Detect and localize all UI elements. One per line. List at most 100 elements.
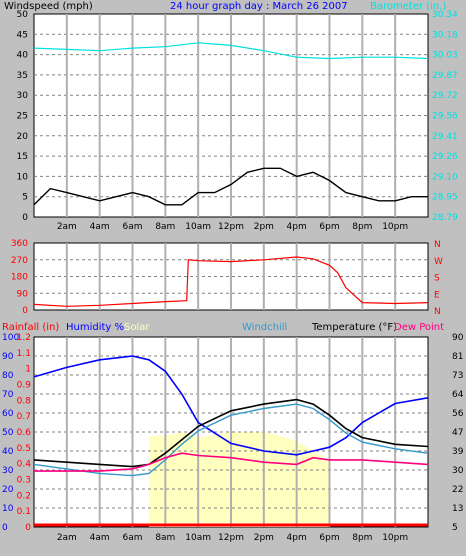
- temperature-tick: 73: [452, 371, 463, 381]
- barometer-tick: 29.56: [432, 112, 458, 122]
- direction-tick: 180: [11, 273, 28, 283]
- compass-label: W: [434, 257, 443, 267]
- direction-line: [33, 256, 429, 307]
- temperature-line: [33, 398, 429, 468]
- humidity-tick: 100: [2, 333, 19, 343]
- wind-tick: 25: [17, 112, 28, 122]
- wind-tick: 10: [17, 172, 29, 182]
- dewpoint-line: [34, 452, 429, 472]
- direction-tick: 360: [11, 239, 28, 249]
- x-tick-label: 6pm: [319, 533, 339, 543]
- wind-tick: 30: [17, 91, 29, 101]
- rain-tick: 0.8: [17, 396, 32, 406]
- barometer-tick: 28.95: [432, 193, 458, 203]
- x-tick-label: 8am: [155, 533, 175, 543]
- barometer-line: [33, 42, 429, 60]
- x-tick-label: 12pm: [218, 533, 244, 543]
- compass-label: N: [434, 307, 441, 317]
- temperature-tick: 13: [452, 504, 463, 514]
- rain-tick: 1.1: [17, 349, 31, 359]
- x-tick-label: 8pm: [352, 533, 372, 543]
- temperature-tick: 90: [452, 333, 464, 343]
- compass-label: S: [434, 274, 440, 284]
- humidity-tick: 10: [2, 504, 14, 514]
- barometer-tick: 30.18: [432, 30, 458, 40]
- rain-tick: 1.2: [17, 333, 31, 343]
- temperature-ticks: 5 13 22 30 39 47 56 64 73 81 90: [452, 333, 464, 533]
- wind-tick: 35: [17, 71, 28, 81]
- x-tick-label: 6pm: [319, 222, 339, 232]
- x-tick-label: 4am: [90, 222, 110, 232]
- barometer-tick: 30.34: [432, 10, 458, 20]
- x-tick-label: 8am: [155, 222, 175, 232]
- barometer-tick: 28.79: [432, 213, 458, 223]
- barometer-tick: 30.03: [432, 51, 458, 61]
- x-tick-label: 12pm: [218, 222, 244, 232]
- barometer-ticks: 28.79 28.95 29.10 29.26 29.41 29.56 29.72 29.87…: [432, 10, 458, 223]
- x-tick-label: 10am: [185, 533, 211, 543]
- rain-tick: 0: [25, 523, 31, 533]
- x-tick-label: 2am: [57, 533, 77, 543]
- wind-tick: 50: [17, 10, 29, 20]
- legend-humidity: Humidity %: [66, 322, 124, 333]
- rain-tick: 0.5: [17, 444, 31, 454]
- direction-tick: 0: [22, 306, 28, 316]
- barometer-tick: 29.26: [432, 152, 458, 162]
- humidity-tick: 70: [2, 390, 14, 400]
- legend-dewpoint: Dew Point: [394, 322, 444, 333]
- x-tick-label: 2pm: [254, 222, 274, 232]
- x-tick-label: 2pm: [254, 533, 274, 543]
- barometer-axis-label: Barometer (in.): [370, 1, 446, 12]
- windspeed-line: [33, 167, 428, 206]
- rain-tick: 1: [25, 365, 31, 375]
- x-tick-label: 8pm: [352, 222, 372, 232]
- humidity-tick: 40: [2, 447, 14, 457]
- temperature-tick: 22: [452, 485, 463, 495]
- grid-wind: [34, 14, 428, 217]
- humidity-tick: 90: [2, 352, 14, 362]
- rain-tick: 0.7: [17, 412, 31, 422]
- series-direction: [33, 256, 429, 307]
- wind-tick: 15: [17, 152, 28, 162]
- x-tick-label: 10pm: [382, 533, 408, 543]
- wind-tick: 45: [17, 30, 28, 40]
- x-tick-label: 6am: [122, 533, 142, 543]
- windspeed-axis-label: Windspeed (mph): [4, 1, 93, 12]
- wind-tick: 5: [22, 193, 28, 203]
- temperature-tick: 39: [452, 447, 464, 457]
- legend-temperature: Temperature (°F): [311, 322, 397, 333]
- humidity-tick: 0: [2, 523, 8, 533]
- x-ticks-wind: 2am 4am 6am 8am 10am 12pm 2pm 4pm 6pm 8pm 10pm: [57, 222, 408, 232]
- compass-label: E: [434, 290, 440, 300]
- rain-tick: 0.9: [17, 381, 32, 391]
- barometer-tick: 29.41: [432, 132, 458, 142]
- x-tick-label: 10pm: [382, 222, 408, 232]
- barometer-tick: 29.87: [432, 71, 458, 81]
- temperature-tick: 56: [452, 409, 464, 419]
- humidity-tick: 20: [2, 485, 14, 495]
- rain-tick: 0.2: [17, 491, 31, 501]
- humidity-tick: 80: [2, 371, 14, 381]
- grid-temp: [34, 337, 428, 527]
- humidity-tick: 50: [2, 428, 14, 438]
- x-tick-label: 10am: [185, 222, 211, 232]
- chart-title: 24 hour graph day : March 26 2007: [170, 1, 348, 12]
- legend-windchill: Windchill: [242, 322, 287, 333]
- wind-tick: 20: [17, 132, 29, 142]
- x-tick-label: 4pm: [287, 222, 307, 232]
- x-tick-label: 6am: [122, 222, 142, 232]
- wind-tick: 0: [22, 213, 28, 223]
- rain-tick: 0.1: [17, 507, 31, 517]
- series-temp: [33, 355, 429, 527]
- legend-solar: Solar: [124, 322, 150, 333]
- humidity-tick: 60: [2, 409, 14, 419]
- rain-tick: 0.4: [17, 460, 32, 470]
- x-tick-label: 2am: [57, 222, 77, 232]
- rain-ticks: 0 0.1 0.2 0.3 0.4 0.5 0.6 0.7 0.8 0.9 1 1.1 1.2: [17, 333, 32, 533]
- grid-direction: [34, 243, 428, 310]
- x-tick-label: 4pm: [287, 533, 307, 543]
- compass-label: N: [434, 240, 441, 250]
- humidity-line: [33, 355, 429, 456]
- temperature-tick: 5: [452, 523, 458, 533]
